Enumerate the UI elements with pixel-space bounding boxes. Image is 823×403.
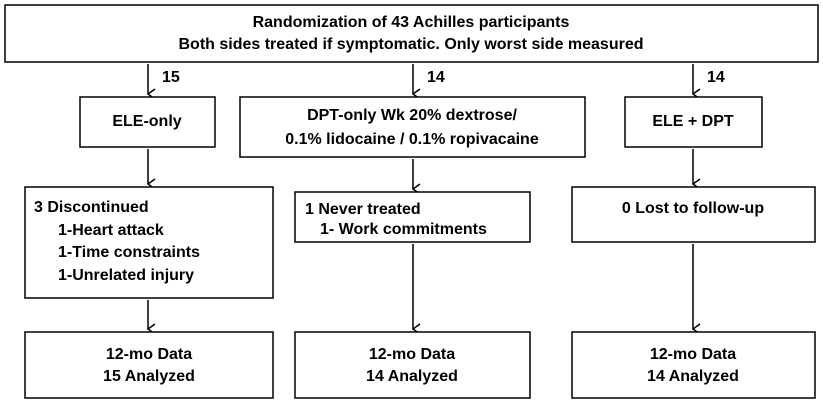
status-box: [571, 186, 816, 243]
group-box: [239, 96, 586, 158]
group-label: ELE-only: [112, 113, 181, 130]
result-line: 12-mo Data: [650, 346, 736, 363]
header-box: [4, 4, 819, 63]
result-line: 12-mo Data: [369, 346, 455, 363]
header-line: Randomization of 43 Achilles participant…: [253, 14, 570, 31]
status-line: 0 Lost to follow-up: [622, 200, 764, 217]
status-box: [24, 186, 274, 299]
result-line: 14 Analyzed: [647, 368, 739, 385]
result-line: 12-mo Data: [106, 346, 192, 363]
group-label: 0.1% lidocaine / 0.1% ropivacaine: [285, 131, 539, 148]
result-line: 14 Analyzed: [366, 368, 458, 385]
group-label: DPT-only Wk 20% dextrose/: [307, 107, 517, 124]
result-line: 15 Analyzed: [103, 368, 195, 385]
status-line: 1-Unrelated injury: [58, 267, 194, 284]
status-line: 1- Work commitments: [320, 221, 487, 238]
group-box: [624, 96, 763, 148]
status-line: 1 Never treated: [305, 201, 421, 218]
result-box: [571, 331, 816, 399]
group-box: [79, 96, 216, 148]
header-line: Both sides treated if symptomatic. Only …: [178, 36, 643, 53]
allocation-count: 14: [707, 69, 725, 86]
result-box: [24, 331, 274, 399]
status-line: 1-Heart attack: [58, 222, 164, 239]
group-label: ELE + DPT: [652, 113, 734, 130]
allocation-count: 15: [162, 69, 180, 86]
status-line: 1-Time constraints: [58, 244, 200, 261]
status-line: 3 Discontinued: [34, 199, 149, 216]
result-box: [294, 331, 531, 399]
status-box: [294, 191, 531, 243]
allocation-count: 14: [427, 69, 445, 86]
